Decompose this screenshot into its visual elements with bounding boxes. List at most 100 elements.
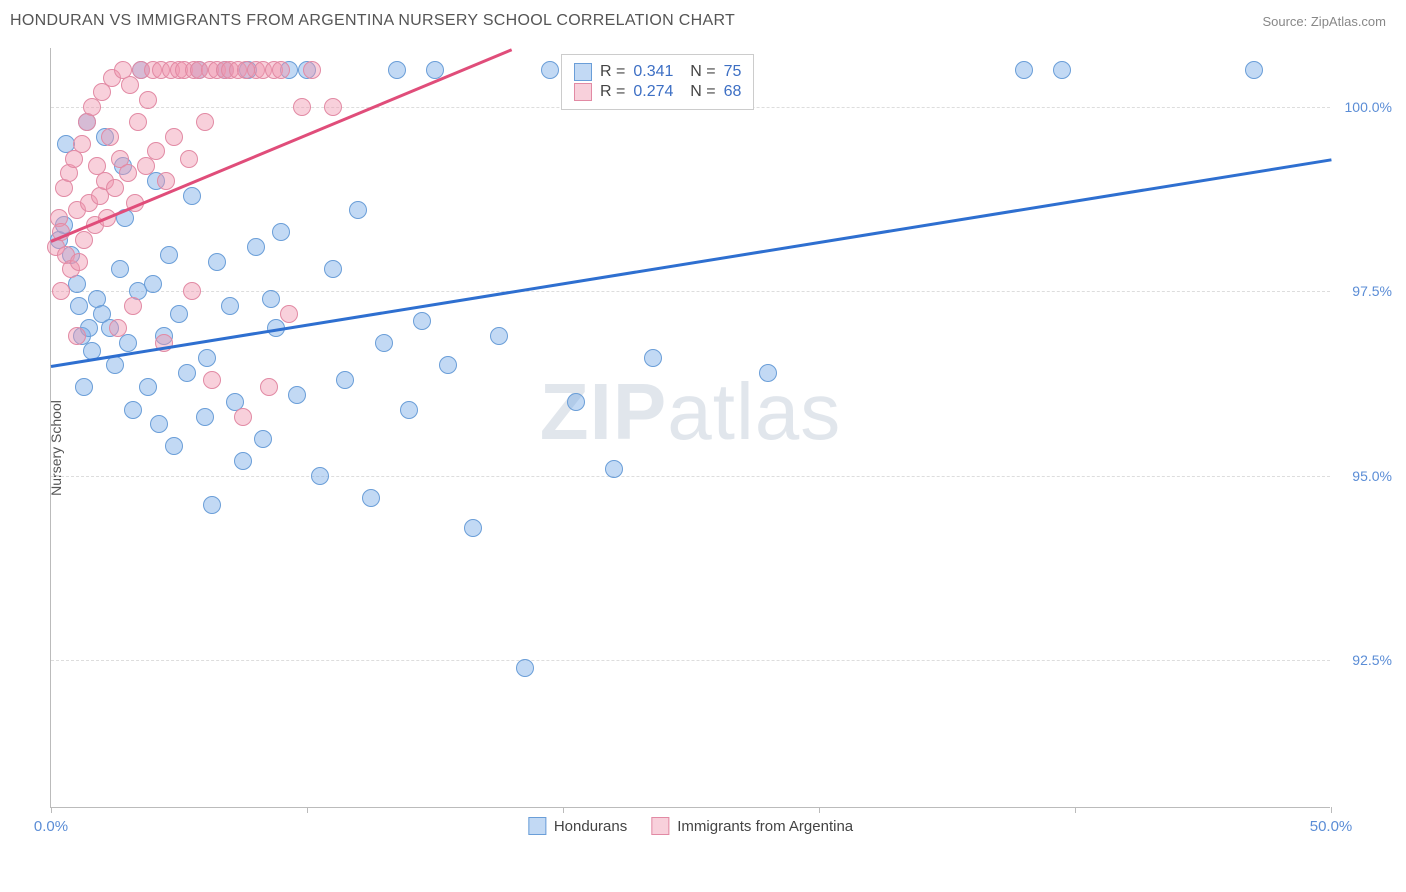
legend-swatch [651,817,669,835]
scatter-point [139,91,157,109]
scatter-point [183,282,201,300]
scatter-point [280,305,298,323]
scatter-point [106,179,124,197]
scatter-point [180,150,198,168]
stat-n-value: 68 [724,83,742,101]
scatter-point [70,297,88,315]
y-tick-label: 92.5% [1337,652,1392,668]
scatter-point [400,401,418,419]
x-tick-mark [1075,807,1076,813]
scatter-point [139,378,157,396]
gridline-horizontal [51,291,1330,292]
scatter-point [234,408,252,426]
bottom-legend: Hondurans Immigrants from Argentina [528,817,853,835]
scatter-point [165,128,183,146]
scatter-point [196,113,214,131]
scatter-point [388,61,406,79]
scatter-point [221,297,239,315]
x-tick-mark [307,807,308,813]
scatter-point [336,371,354,389]
scatter-point [73,135,91,153]
stat-r-value: 0.274 [633,83,673,101]
scatter-point [75,378,93,396]
scatter-point [1015,61,1033,79]
scatter-point [439,356,457,374]
legend-item: Immigrants from Argentina [651,817,853,835]
source-link[interactable]: ZipAtlas.com [1311,14,1386,29]
stat-r-label: R = [600,83,625,101]
source-attribution: Source: ZipAtlas.com [1262,14,1386,29]
stat-r-label: R = [600,63,625,81]
y-tick-label: 95.0% [1337,468,1392,484]
watermark-right: atlas [667,367,841,456]
scatter-point [1245,61,1263,79]
scatter-point [203,371,221,389]
x-tick-label: 50.0% [1310,818,1353,835]
scatter-point [254,430,272,448]
x-tick-mark [1331,807,1332,813]
scatter-point [68,327,86,345]
scatter-point [349,201,367,219]
scatter-point [144,275,162,293]
scatter-point [124,297,142,315]
scatter-point [324,98,342,116]
scatter-point [106,356,124,374]
watermark: ZIPatlas [540,366,841,458]
scatter-point [262,290,280,308]
chart-header: HONDURAN VS IMMIGRANTS FROM ARGENTINA NU… [0,0,1406,38]
scatter-point [490,327,508,345]
scatter-point [247,238,265,256]
scatter-point [464,519,482,537]
scatter-point [165,437,183,455]
scatter-point [109,319,127,337]
stats-legend-box: R = 0.341 N = 75R = 0.274 N = 68 [561,54,754,110]
scatter-point [150,415,168,433]
scatter-point [413,312,431,330]
scatter-point [234,452,252,470]
scatter-point [119,164,137,182]
scatter-point [203,496,221,514]
scatter-point [124,401,142,419]
scatter-point [288,386,306,404]
x-tick-mark [51,807,52,813]
scatter-point [178,364,196,382]
scatter-point [567,393,585,411]
series-swatch [574,83,592,101]
stat-n-label: N = [681,63,715,81]
scatter-point [375,334,393,352]
scatter-point [183,187,201,205]
legend-label: Hondurans [554,818,627,835]
scatter-point [272,223,290,241]
scatter-point [324,260,342,278]
scatter-point [160,246,178,264]
gridline-horizontal [51,660,1330,661]
scatter-point [101,128,119,146]
legend-swatch [528,817,546,835]
scatter-point [52,282,70,300]
scatter-point [157,172,175,190]
scatter-point [70,253,88,271]
scatter-point [605,460,623,478]
scatter-point [541,61,559,79]
scatter-point [260,378,278,396]
legend-item: Hondurans [528,817,627,835]
legend-label: Immigrants from Argentina [677,818,853,835]
stat-n-value: 75 [724,63,742,81]
scatter-point [119,334,137,352]
scatter-point [272,61,290,79]
y-tick-label: 97.5% [1337,283,1392,299]
stat-n-label: N = [681,83,715,101]
scatter-point [759,364,777,382]
stat-r-value: 0.341 [633,63,673,81]
trend-line [51,159,1331,369]
x-tick-mark [563,807,564,813]
scatter-point [516,659,534,677]
x-tick-mark [819,807,820,813]
scatter-point [111,260,129,278]
stats-row: R = 0.274 N = 68 [574,83,741,101]
scatter-point [196,408,214,426]
series-swatch [574,63,592,81]
watermark-left: ZIP [540,367,667,456]
scatter-point [170,305,188,323]
stats-row: R = 0.341 N = 75 [574,63,741,81]
